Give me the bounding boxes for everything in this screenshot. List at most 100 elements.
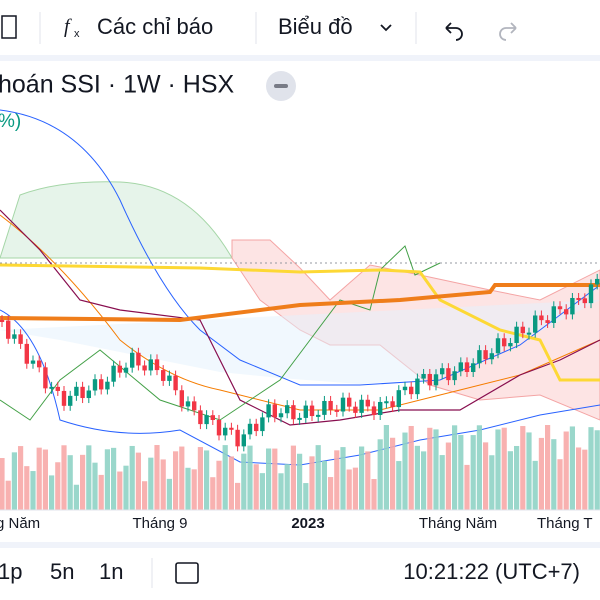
volume-bar (483, 442, 489, 510)
legend-fragment: %) (0, 111, 21, 132)
chart-type-button[interactable]: Biểu đồ (278, 14, 353, 39)
mid-line (0, 214, 600, 411)
candle-body (471, 363, 476, 373)
fx-icon-sub: x (74, 28, 80, 40)
volume-bar (216, 460, 222, 510)
candle-body (557, 306, 563, 310)
volume-bar (241, 453, 247, 510)
candle-body (551, 306, 556, 323)
candle-body (514, 326, 519, 344)
volume-bar (576, 447, 582, 510)
candle-body (61, 390, 67, 406)
candle-body (520, 326, 525, 334)
yellow-line (0, 263, 600, 382)
undo-button[interactable] (445, 22, 463, 41)
volume-bar (470, 435, 476, 510)
volume-bar (49, 475, 55, 510)
candle-body (334, 409, 339, 412)
volume-bar (396, 461, 402, 510)
volume-bar (303, 483, 309, 510)
candle-body (458, 362, 463, 372)
volume-bar (526, 432, 532, 510)
volume-bar (61, 445, 67, 510)
volume-bar (514, 445, 520, 510)
candle-body (229, 427, 234, 430)
volume-bar (117, 471, 123, 510)
volume-bar (309, 456, 315, 510)
candle-body (297, 417, 302, 420)
volume-bar (278, 473, 284, 510)
candle-body (216, 420, 222, 436)
volume-bar (433, 429, 439, 510)
volume-bar (185, 467, 191, 510)
divider (0, 55, 600, 61)
date-range-button[interactable] (175, 562, 199, 584)
volume-bar (210, 477, 216, 510)
dropdown-arrow[interactable] (380, 24, 392, 32)
candle-body (117, 365, 122, 373)
candle-body (303, 405, 308, 418)
indicators-button[interactable]: Các chỉ báo (97, 14, 213, 39)
candle-body (396, 390, 401, 408)
volume-bar (80, 454, 86, 510)
interval-button[interactable]: 5n (50, 559, 74, 584)
candle-body (123, 367, 129, 373)
orange-line (0, 283, 600, 323)
volume-bar (520, 426, 526, 510)
candle-body (136, 352, 141, 366)
candle-body (446, 368, 451, 381)
volume-bar (204, 450, 210, 510)
candle-body (210, 415, 215, 421)
volume-bar (427, 427, 433, 510)
interval-button[interactable]: 1p (0, 559, 22, 584)
x-axis-label: g Năm (0, 515, 40, 532)
symbol-title: hoán SSI · 1W · HSX (0, 71, 235, 99)
volume-bar (18, 446, 24, 510)
candle-body (167, 375, 172, 381)
volume-bar (563, 431, 569, 510)
candle-body (241, 434, 246, 447)
volume-bar (476, 425, 482, 510)
volume-bar (42, 449, 48, 510)
volume-bar (328, 477, 334, 510)
candle-body (502, 338, 507, 347)
candle-body (80, 386, 85, 399)
candle-body (365, 399, 370, 407)
band-fill (0, 300, 600, 384)
volume-bar (129, 445, 135, 510)
volume-bar (253, 464, 259, 510)
volume-bar (191, 469, 197, 510)
volume-bar (545, 425, 551, 510)
volume-bar (290, 445, 296, 510)
volume-bar (421, 451, 427, 510)
volume-bar (352, 467, 358, 510)
volume-bar (179, 446, 185, 510)
candle-body (582, 298, 587, 304)
clock: 10:21:22 (UTC+7) (403, 559, 580, 584)
volume-bar (235, 482, 241, 510)
candle-body (247, 423, 253, 435)
candle-body (526, 332, 532, 335)
volume-bar (228, 456, 234, 510)
candle-body (409, 386, 414, 395)
candle-body (477, 350, 482, 364)
fx-icon[interactable]: f (64, 16, 72, 38)
candle-body (111, 365, 116, 382)
volume-bar (383, 425, 389, 510)
redo-button[interactable] (499, 22, 517, 41)
collapse-icon (274, 84, 288, 88)
volume-bar (340, 447, 346, 510)
volume-bar (551, 439, 557, 510)
volume-bar (582, 449, 588, 510)
candle-body (489, 353, 494, 360)
volume-bar (123, 465, 129, 510)
volume-bar (104, 449, 110, 510)
chart-area (0, 109, 600, 510)
volume-bar (445, 442, 451, 510)
candle-body (309, 405, 315, 417)
volume-bar (359, 446, 365, 510)
candle-body (92, 379, 98, 391)
volume-bar (538, 437, 544, 510)
candle-icon[interactable] (1, 15, 17, 39)
interval-button[interactable]: 1n (99, 559, 123, 584)
